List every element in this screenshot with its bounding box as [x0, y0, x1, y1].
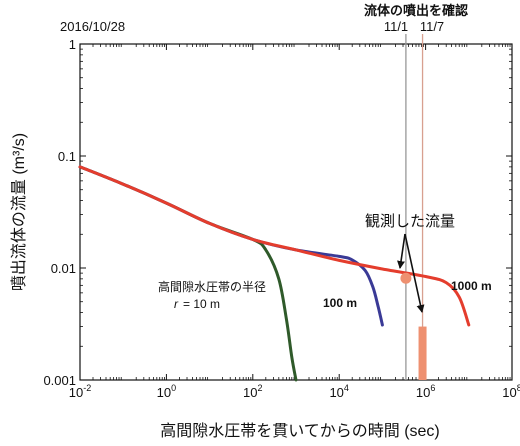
x-tick-label: 104	[329, 383, 348, 400]
series-lines	[78, 165, 471, 382]
y-axis-title: 噴出流体の流量 (m³/s)	[10, 133, 28, 291]
x-tick-label: 108	[502, 383, 520, 400]
observed-range-bar-11-7	[418, 326, 427, 380]
series-line	[78, 165, 298, 382]
date-label-11-1: 11/1	[384, 19, 408, 34]
observed-point-11-1	[400, 272, 412, 284]
radius-r-value: = 10 m	[183, 297, 220, 311]
y-tick-label: 1	[69, 37, 76, 52]
y-tick-label: 0.01	[51, 261, 76, 276]
observation-date-lines	[405, 34, 424, 380]
axis-ticks: 10-2 100 102 104 106 108 1 0.1 0.01 0.001	[43, 37, 520, 400]
arrow-11-7	[404, 233, 425, 313]
y-tick-label: 0.1	[58, 149, 76, 164]
radius-r-var: r	[174, 297, 179, 311]
y-tick-label: 0.001	[43, 373, 76, 388]
radius-title: 高間隙水圧帯の半径	[158, 279, 266, 294]
x-tick-label: 102	[243, 383, 262, 400]
observed-flow-label: 観測した流量	[365, 213, 455, 230]
label-1000m: 1000 m	[451, 279, 492, 293]
arrow-11-1	[397, 233, 406, 269]
label-100m: 100 m	[323, 296, 357, 310]
plot-area	[79, 43, 513, 381]
discharge-confirmed-label: 流体の噴出を確認	[364, 3, 468, 18]
date-label-11-7: 11/7	[420, 19, 444, 34]
observation-marks	[400, 272, 427, 380]
x-tick-label: 106	[416, 383, 435, 400]
x-tick-label: 10-2	[69, 383, 91, 400]
series-line	[78, 165, 471, 327]
start-date-label: 2016/10/28	[60, 19, 125, 34]
x-axis-title: 高間隙水圧帯を貫いてからの時間 (sec)	[160, 422, 440, 440]
x-tick-label: 100	[157, 383, 176, 400]
